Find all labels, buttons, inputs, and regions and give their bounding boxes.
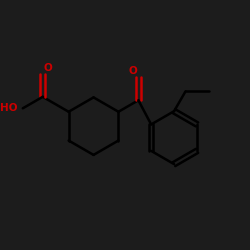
Text: HO: HO	[0, 103, 17, 113]
Text: O: O	[44, 63, 53, 73]
Text: O: O	[128, 66, 137, 76]
